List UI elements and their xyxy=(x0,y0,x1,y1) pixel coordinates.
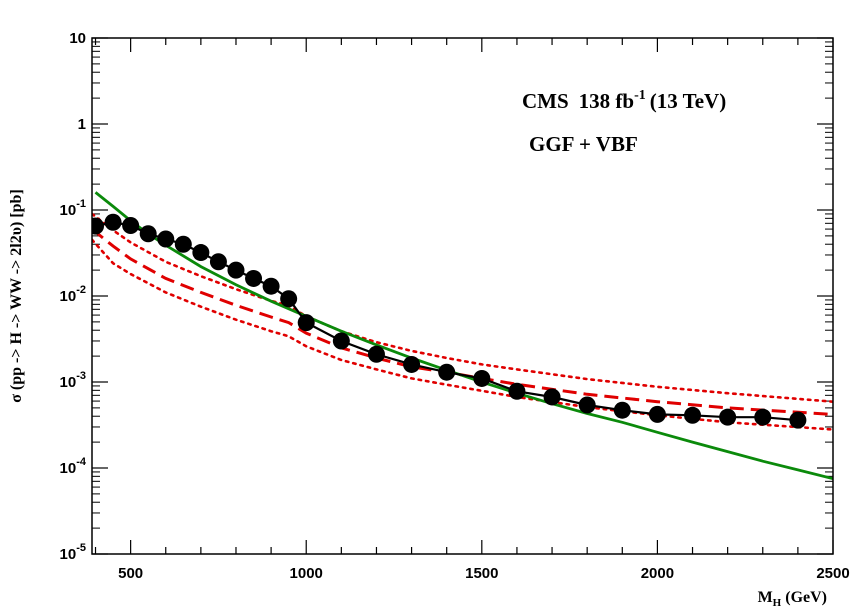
observed-point xyxy=(543,388,561,406)
lumi-label: 138 fb xyxy=(579,89,634,113)
x-tick-label: 2500 xyxy=(816,565,849,582)
cms-label: CMS 138 fb-1 (13 TeV) xyxy=(522,88,726,113)
expected-band-lower-line xyxy=(92,238,833,431)
energy-label: (13 TeV) xyxy=(650,89,726,113)
y-tick-label: 10-3 xyxy=(60,370,86,391)
x-tick-label: 500 xyxy=(118,565,143,582)
observed-point xyxy=(613,401,631,419)
observed-point xyxy=(174,235,192,253)
observed-point xyxy=(789,411,807,429)
x-axis-title-sub: H xyxy=(773,597,782,608)
observed-point xyxy=(754,408,772,426)
observed-point xyxy=(157,230,175,248)
plot-background xyxy=(92,38,833,554)
y-tick-label: 10-5 xyxy=(60,542,86,563)
observed-point xyxy=(438,363,456,381)
observed-point xyxy=(280,290,298,308)
observed-point xyxy=(332,332,350,350)
y-axis-title: σ (pp -> H -> WW -> 2l2υ) [pb] xyxy=(8,189,25,403)
x-axis-title: MH (GeV) xyxy=(758,589,827,608)
observed-point xyxy=(403,355,421,373)
y-tick-label: 10-2 xyxy=(60,284,86,305)
process-label: GGF + VBF xyxy=(529,132,638,156)
observed-point xyxy=(227,261,245,279)
y-tick-label: 10-4 xyxy=(60,456,87,477)
x-axis-title-rest: (GeV) xyxy=(781,589,827,606)
observed-point xyxy=(648,405,666,423)
experiment-label: CMS xyxy=(522,89,569,113)
tick-labels: 500 1000 1500 2000 2500 10 1 10-1 10-2 10-3 10-4 10… xyxy=(60,30,850,582)
axis-ticks xyxy=(92,37,834,555)
observed-point xyxy=(684,406,702,424)
observed-point xyxy=(122,217,140,235)
observed-point xyxy=(367,345,385,363)
observed-point xyxy=(92,217,105,235)
observed-point xyxy=(473,369,491,387)
observed-point xyxy=(209,253,227,271)
lumi-exponent: -1 xyxy=(634,88,646,103)
observed-point xyxy=(508,382,526,400)
x-tick-label: 1500 xyxy=(465,565,498,582)
observed-point xyxy=(297,314,315,332)
y-tick-label: 1 xyxy=(78,116,86,133)
observed-point xyxy=(192,244,210,262)
observed-point xyxy=(104,213,122,231)
observed-point xyxy=(139,225,157,243)
x-axis-title-main: M xyxy=(758,589,773,606)
x-tick-label: 1000 xyxy=(290,565,323,582)
x-tick-label: 2000 xyxy=(641,565,674,582)
observed-point xyxy=(719,408,737,426)
observed-point xyxy=(578,396,596,414)
series-layer xyxy=(92,191,833,481)
observed-point xyxy=(262,277,280,295)
y-tick-label: 10-1 xyxy=(60,198,86,219)
plot-frame xyxy=(91,37,834,555)
observed-point xyxy=(245,269,263,287)
y-tick-label: 10 xyxy=(69,30,86,47)
